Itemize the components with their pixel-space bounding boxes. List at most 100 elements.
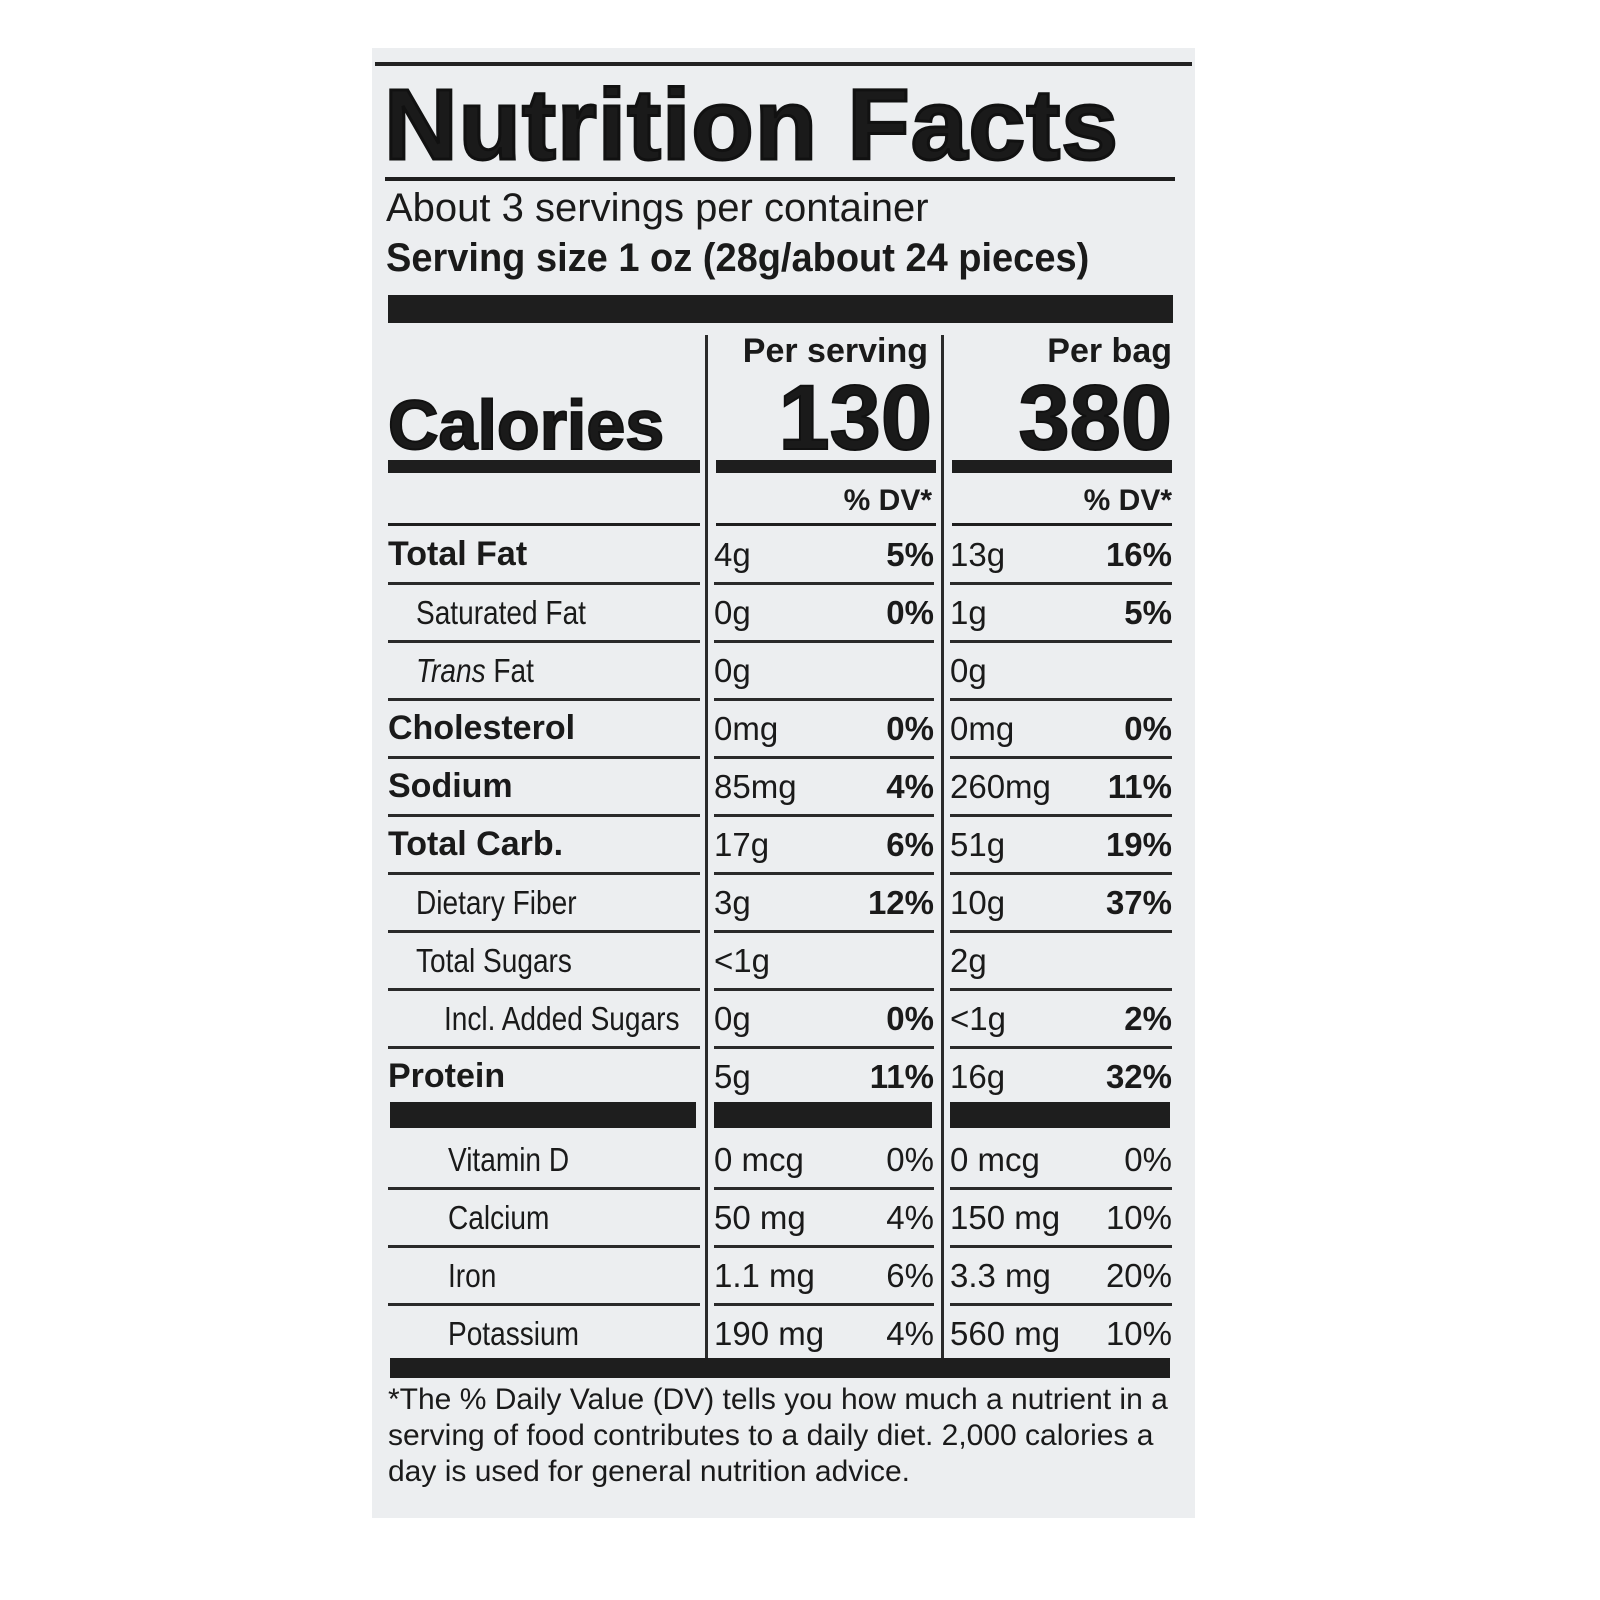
per-serving-cell: 0g	[714, 643, 934, 701]
per-bag-amount: 560 mg	[950, 1314, 1061, 1352]
per-serving-cell: 190 mg 4%	[714, 1306, 934, 1361]
per-serving-cell: <1g	[714, 933, 934, 991]
nutrient-name-cell: Calcium	[388, 1190, 700, 1248]
nutrient-name: Cholesterol	[388, 709, 576, 747]
nutrient-name: Total Carb.	[388, 825, 564, 863]
per-bag-dv: 2%	[1124, 999, 1172, 1037]
per-serving-dv: 6%	[886, 825, 934, 863]
per-serving-cell: 0mg 0%	[714, 701, 934, 759]
per-bag-amount: 260mg	[950, 767, 1051, 805]
nutrient-name: Dietary Fiber	[416, 883, 577, 921]
nutrient-name-cell: Sodium	[388, 759, 700, 817]
per-serving-dv: 0%	[886, 709, 934, 747]
per-bag-cell: 560 mg 10%	[950, 1306, 1172, 1361]
nutrient-row: Sodium 85mg 4% 260mg 11%	[0, 759, 1600, 817]
nutrient-name-cell: Saturated Fat	[388, 585, 700, 643]
nutrient-name-cell: Total Carb.	[388, 817, 700, 875]
per-serving-dv: 0%	[886, 1140, 934, 1178]
per-bag-cell: 3.3 mg 20%	[950, 1248, 1172, 1306]
per-bag-cell: 51g 19%	[950, 817, 1172, 875]
per-serving-amount: 50 mg	[714, 1198, 806, 1236]
thick-bar-top	[388, 295, 1173, 323]
per-bag-amount: 0g	[950, 651, 987, 689]
per-bag-cell: 16g 32%	[950, 1049, 1172, 1104]
thick-bar-mid	[390, 1102, 696, 1128]
per-serving-dv: 4%	[886, 767, 934, 805]
per-bag-amount: 0mg	[950, 709, 1015, 747]
per-bag-cell: 260mg 11%	[950, 759, 1172, 817]
calories-label: Calories	[387, 385, 665, 465]
per-serving-amount: 3g	[714, 883, 751, 921]
per-serving-cell: 17g 6%	[714, 817, 934, 875]
nutrient-row: Saturated Fat 0g 0% 1g 5%	[0, 585, 1600, 643]
per-serving-dv: 6%	[886, 1256, 934, 1294]
per-serving-amount: 0g	[714, 593, 751, 631]
per-bag-amount: <1g	[950, 999, 1006, 1037]
nutrient-row: Total Carb. 17g 6% 51g 19%	[0, 817, 1600, 875]
per-bag-cell: <1g 2%	[950, 991, 1172, 1049]
per-serving-amount: 5g	[714, 1057, 751, 1095]
per-bag-amount: 3.3 mg	[950, 1256, 1051, 1294]
row-rule	[952, 523, 1172, 526]
per-serving-amount: 85mg	[714, 767, 797, 805]
per-bag-amount: 2g	[950, 941, 987, 979]
per-bag-dv: 19%	[1105, 825, 1172, 863]
per-bag-amount: 10g	[950, 883, 1006, 921]
per-bag-dv: 0%	[1124, 1140, 1172, 1178]
nutrient-row: Iron 1.1 mg 6% 3.3 mg 20%	[0, 1248, 1600, 1306]
column-divider	[705, 335, 708, 1363]
footnote: *The % Daily Value (DV) tells you how mu…	[388, 1383, 1168, 1488]
per-serving-dv: 4%	[886, 1198, 934, 1236]
thick-bar-mid	[714, 1102, 932, 1128]
per-bag-amount: 51g	[950, 825, 1006, 863]
nutrient-name: Total Fat	[388, 535, 528, 573]
row-rule	[388, 523, 700, 526]
nutrient-row: Cholesterol 0mg 0% 0mg 0%	[0, 701, 1600, 759]
per-bag-dv: 16%	[1105, 535, 1172, 573]
per-serving-dv: 5%	[886, 535, 934, 573]
nutrient-row: Total Fat 4g 5% 13g 16%	[0, 527, 1600, 585]
per-serving-dv: 0%	[886, 593, 934, 631]
per-bag-cell: 150 mg 10%	[950, 1190, 1172, 1248]
nutrient-row: Total Sugars <1g 2g	[0, 933, 1600, 991]
per-bag-cell: 10g 37%	[950, 875, 1172, 933]
per-serving-cell: 5g 11%	[714, 1049, 934, 1104]
per-serving-amount: 17g	[714, 825, 770, 863]
nutrient-name: Total Sugars	[416, 941, 572, 979]
per-serving-cell: 50 mg 4%	[714, 1190, 934, 1248]
dv-header-serving: % DV*	[843, 484, 932, 517]
calories-per-bag: 380	[1018, 367, 1174, 469]
serving-size: Serving size 1 oz (28g/about 24 pieces)	[386, 236, 1090, 280]
nutrient-name: Sodium	[388, 767, 513, 805]
thick-bar-bottom	[390, 1358, 1170, 1378]
per-serving-amount: 0 mcg	[714, 1140, 804, 1178]
nutrient-row: Potassium 190 mg 4% 560 mg 10%	[0, 1306, 1600, 1364]
nutrient-row: Vitamin D 0 mcg 0% 0 mcg 0%	[0, 1132, 1600, 1190]
dv-header-bag: % DV*	[1083, 484, 1172, 517]
calories-bar	[716, 460, 936, 473]
nutrition-label	[372, 48, 1195, 1518]
per-serving-amount: <1g	[714, 941, 770, 979]
calories-per-serving: 130	[778, 367, 934, 469]
per-bag-amount: 1g	[950, 593, 987, 631]
per-serving-cell: 85mg 4%	[714, 759, 934, 817]
title-rule	[385, 177, 1175, 181]
nutrient-name-cell: Protein	[388, 1049, 700, 1104]
nutrient-name: Calcium	[448, 1198, 550, 1236]
per-serving-dv: 0%	[886, 999, 934, 1037]
nutrient-name-cell: Total Fat	[388, 527, 700, 585]
per-bag-dv: 20%	[1105, 1256, 1172, 1294]
nutrient-name-cell: Cholesterol	[388, 701, 700, 759]
nutrient-row: Calcium 50 mg 4% 150 mg 10%	[0, 1190, 1600, 1248]
per-serving-amount: 0g	[714, 651, 751, 689]
per-bag-cell: 13g 16%	[950, 527, 1172, 585]
per-serving-amount: 190 mg	[714, 1314, 825, 1352]
per-serving-cell: 3g 12%	[714, 875, 934, 933]
nutrient-name: Iron	[448, 1256, 497, 1294]
per-bag-cell: 2g	[950, 933, 1172, 991]
thick-bar-mid	[950, 1102, 1170, 1128]
nutrient-name-cell: Trans Fat	[388, 643, 700, 701]
per-bag-dv: 10%	[1105, 1314, 1172, 1352]
nutrient-name: Potassium	[448, 1314, 579, 1352]
per-bag-amount: 13g	[950, 535, 1006, 573]
